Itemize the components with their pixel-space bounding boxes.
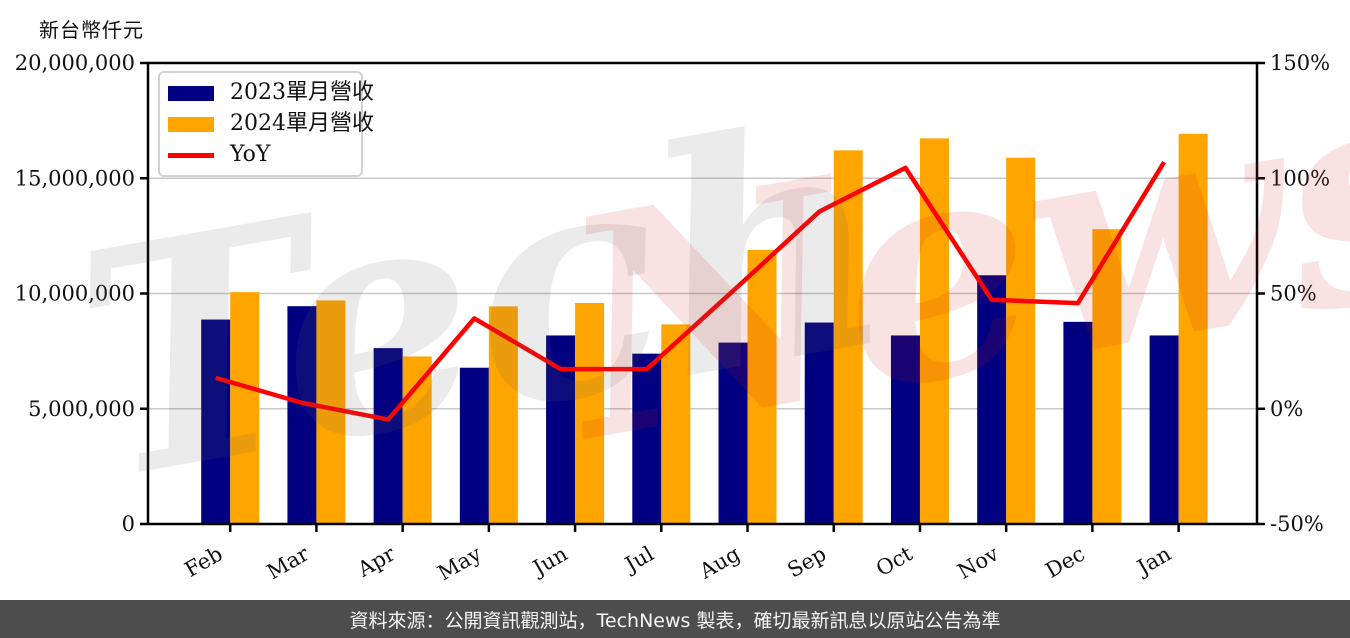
- bar-2024-Sep: [833, 150, 863, 524]
- x-tick-label-May: May: [434, 541, 486, 585]
- x-tick-label-Sep: Sep: [783, 542, 830, 583]
- bar-2023-Dec: [1063, 321, 1093, 524]
- watermark-news: News: [532, 5, 1350, 509]
- bar-2023-Jul: [632, 353, 662, 524]
- x-tick-label-Mar: Mar: [263, 541, 314, 584]
- y-right-tick-label: 50%: [1270, 282, 1317, 306]
- legend-label-2023: 2023單月營收: [230, 80, 374, 105]
- y-left-tick-label: 10,000,000: [15, 282, 135, 306]
- y-right-tick-label: -50%: [1270, 512, 1324, 536]
- bar-2023-Nov: [977, 275, 1007, 524]
- axis-ticks: [140, 61, 1265, 532]
- x-tick-label-Nov: Nov: [954, 541, 1003, 583]
- legend-swatch-2023: [168, 85, 214, 101]
- y-right-tick-label: 150%: [1270, 51, 1330, 75]
- bar-2023-Feb: [201, 319, 231, 524]
- x-tick-label-Apr: Apr: [353, 541, 400, 582]
- x-tick-label-Jul: Jul: [619, 541, 658, 577]
- y-axis-unit-label: 新台幣仟元: [39, 18, 144, 42]
- bars-2023: [201, 275, 1179, 524]
- chart-canvas: 20,000,000 150% 15,000,000 100% 10,000,000 50…: [15, 5, 1350, 585]
- bar-2024-Nov: [1006, 157, 1036, 524]
- legend-item-yoy: YoY: [168, 144, 351, 166]
- bar-2024-Jan: [1178, 133, 1208, 525]
- bars-2024: [230, 133, 1208, 525]
- bar-2023-Oct: [890, 335, 920, 524]
- bar-2023-Apr: [373, 348, 403, 524]
- legend-item-2024: 2024單月營收: [168, 113, 374, 135]
- bar-2024-Dec: [1092, 229, 1122, 525]
- yoy-line: [215, 160, 1167, 422]
- y-right-tick-label: 100%: [1270, 166, 1330, 190]
- x-tick-label-Aug: Aug: [695, 542, 744, 584]
- legend-label-yoy: YoY: [230, 142, 271, 167]
- bar-2024-Jul: [661, 324, 691, 524]
- legend-item-2023: 2023單月營收: [168, 82, 374, 104]
- legend-swatch-2024: [168, 116, 214, 132]
- legend-swatch-yoy: [168, 152, 214, 158]
- y-left-tick-label: 15,000,000: [15, 166, 135, 190]
- x-tick-label-Jun: Jun: [527, 542, 571, 582]
- bar-2024-Jun: [575, 302, 605, 524]
- bar-2023-Jan: [1149, 335, 1179, 524]
- y-left-tick-label: 20,000,000: [15, 51, 135, 75]
- bar-2023-Sep: [804, 322, 834, 524]
- bar-2023-Aug: [718, 342, 748, 524]
- y-left-tick-label: 0: [122, 512, 135, 536]
- x-tick-label-Feb: Feb: [181, 542, 227, 582]
- footer-source-text: 資料來源：公開資訊觀測站，TechNews 製表，確切最新訊息以原站公告為準: [349, 609, 1001, 632]
- bar-2023-May: [459, 367, 489, 524]
- y-left-tick-label: 5,000,000: [28, 397, 135, 421]
- bar-2024-Aug: [747, 249, 777, 525]
- footer-bar: 資料來源：公開資訊觀測站，TechNews 製表，確切最新訊息以原站公告為準: [0, 600, 1350, 638]
- bar-2024-Oct: [919, 138, 949, 524]
- bar-2024-Feb: [230, 292, 260, 524]
- x-tick-label-Oct: Oct: [872, 541, 917, 581]
- bar-2023-Mar: [287, 306, 317, 524]
- legend-label-2024: 2024單月營收: [230, 111, 374, 136]
- x-tick-label-Dec: Dec: [1041, 542, 1089, 583]
- legend: 2023單月營收 2024單月營收 YoY: [158, 71, 374, 177]
- chart: 20,000,000 150% 15,000,000 100% 10,000,000 50…: [15, 5, 1350, 585]
- x-tick-label-Jan: Jan: [1132, 542, 1176, 581]
- y-right-tick-label: 0%: [1270, 397, 1303, 421]
